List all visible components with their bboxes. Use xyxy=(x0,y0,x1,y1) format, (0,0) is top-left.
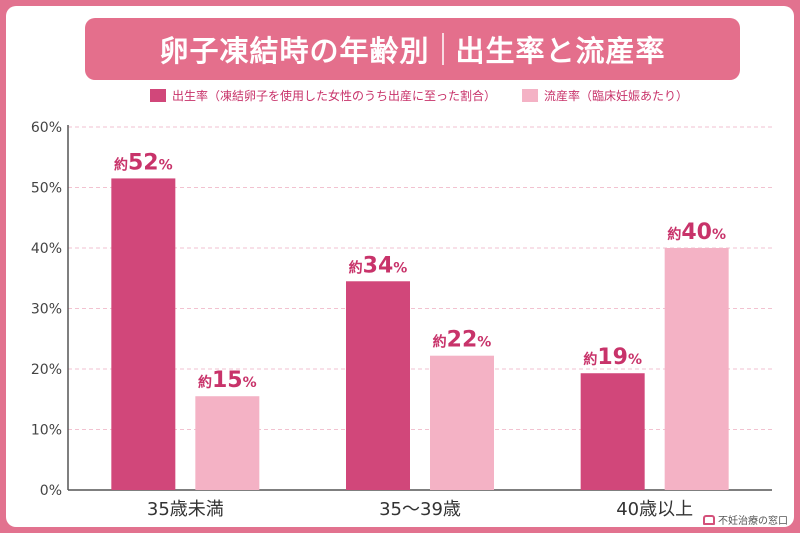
y-tick-label: 40% xyxy=(31,241,62,257)
bar-miscarriage-rate xyxy=(664,248,729,490)
y-tick-label: 0% xyxy=(40,483,62,499)
bar-miscarriage-rate xyxy=(195,396,260,490)
logo: 不妊治療の窓口 xyxy=(703,512,788,527)
bar-miscarriage-rate xyxy=(430,355,494,490)
logo-text: 不妊治療の窓口 xyxy=(718,516,788,527)
data-label: 約34% xyxy=(349,253,408,278)
data-label: 約19% xyxy=(583,345,642,370)
title-right: 出生率と流産率 xyxy=(455,34,666,68)
y-tick-label: 60% xyxy=(31,120,62,136)
data-label: 約40% xyxy=(667,220,726,245)
logo-icon xyxy=(703,514,715,525)
x-tick-label: 40歳以上 xyxy=(616,499,693,520)
title-divider xyxy=(441,33,444,65)
x-tick-label: 35〜39歳 xyxy=(379,499,461,520)
legend-swatch xyxy=(522,89,539,102)
data-label: 約52% xyxy=(114,150,173,175)
legend-label: 出生率（凍結卵子を使用した女性のうち出産に至った割合） xyxy=(172,88,496,103)
y-tick-label: 30% xyxy=(31,302,62,318)
legend-swatch xyxy=(150,89,166,102)
y-tick-label: 10% xyxy=(31,423,62,439)
bar-birth-rate xyxy=(580,373,645,490)
title-left: 卵子凍結時の年齢別 xyxy=(159,34,430,68)
data-label: 約15% xyxy=(198,368,257,393)
y-tick-label: 50% xyxy=(31,181,62,197)
bar-birth-rate xyxy=(111,178,176,491)
bar-birth-rate xyxy=(346,281,410,490)
x-tick-label: 35歳未満 xyxy=(147,499,224,520)
chart-title: 卵子凍結時の年齢別 出生率と流産率 xyxy=(85,18,740,80)
y-tick-label: 20% xyxy=(31,362,62,378)
legend-label: 流産率（臨床妊娠あたり） xyxy=(544,88,688,103)
data-label: 約22% xyxy=(433,328,492,353)
